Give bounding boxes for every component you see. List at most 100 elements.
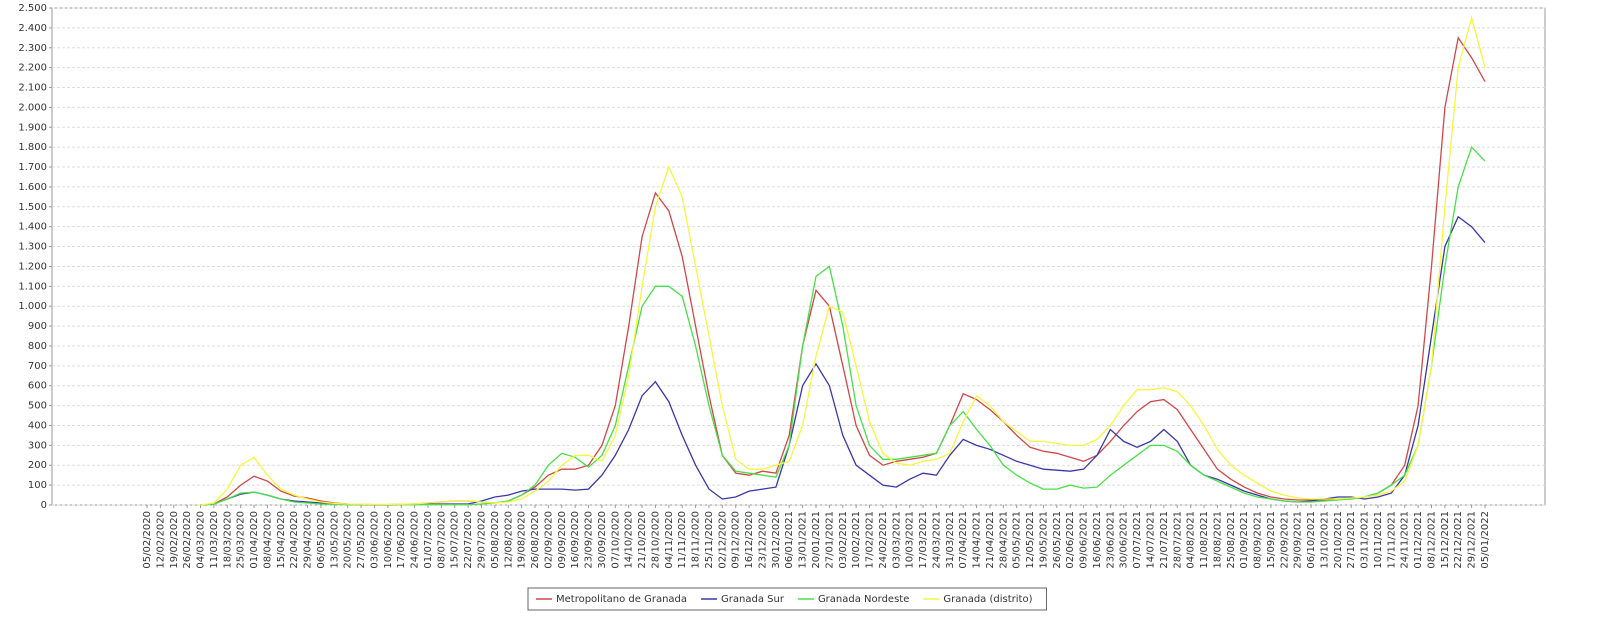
y-tick-label: 0 — [41, 500, 47, 511]
x-tick-label: 16/09/2020 — [570, 511, 581, 569]
x-tick-label: 30/12/2020 — [771, 511, 782, 569]
x-tick-label: 18/03/2020 — [222, 511, 233, 569]
x-tick-label: 01/07/2020 — [423, 511, 434, 569]
x-tick-label: 16/12/2020 — [744, 511, 755, 569]
x-tick-label: 26/02/2020 — [182, 511, 193, 569]
x-tick-label: 01/09/2021 — [1239, 511, 1250, 569]
x-tick-label: 06/05/2020 — [316, 511, 327, 569]
x-tick-label: 08/09/2021 — [1253, 511, 1264, 569]
x-tick-label: 14/10/2020 — [624, 511, 635, 569]
x-tick-label: 05/01/2022 — [1480, 511, 1491, 569]
x-tick-label: 28/07/2021 — [1172, 511, 1183, 569]
y-tick-label: 2.400 — [18, 23, 47, 34]
y-tick-label: 2.100 — [18, 83, 47, 94]
x-tick-label: 04/08/2021 — [1186, 511, 1197, 569]
y-tick-label: 2.300 — [18, 43, 47, 54]
x-tick-label: 10/03/2021 — [905, 511, 916, 569]
x-tick-label: 08/04/2020 — [262, 511, 273, 569]
x-tick-label: 24/03/2021 — [931, 511, 942, 569]
x-tick-label: 06/01/2021 — [784, 511, 795, 569]
y-tick-label: 200 — [28, 460, 47, 471]
x-tick-label: 10/11/2021 — [1373, 511, 1384, 569]
x-tick-label: 05/08/2020 — [490, 511, 501, 569]
x-tick-label: 30/09/2020 — [597, 511, 608, 569]
x-tick-label: 17/03/2021 — [918, 511, 929, 569]
x-tick-label: 25/03/2020 — [236, 511, 247, 569]
x-tick-label: 10/02/2021 — [851, 511, 862, 569]
x-tick-label: 07/07/2021 — [1132, 511, 1143, 569]
x-tick-label: 21/04/2021 — [985, 511, 996, 569]
x-tick-label: 24/11/2021 — [1400, 511, 1411, 569]
x-tick-label: 07/10/2020 — [610, 511, 621, 569]
x-tick-label: 04/11/2020 — [664, 511, 675, 569]
series-line — [200, 15, 1486, 506]
x-tick-label: 04/03/2020 — [196, 511, 207, 569]
x-tick-label: 18/08/2021 — [1212, 511, 1223, 569]
x-tick-label: 03/11/2021 — [1360, 511, 1371, 569]
x-tick-label: 29/12/2021 — [1467, 511, 1478, 569]
y-tick-label: 600 — [28, 381, 47, 392]
y-tick-label: 500 — [28, 401, 47, 412]
x-tick-label: 25/11/2020 — [704, 511, 715, 569]
y-tick-label: 2.200 — [18, 63, 47, 74]
y-tick-label: 1.400 — [18, 222, 47, 233]
x-tick-label: 30/06/2021 — [1119, 511, 1130, 569]
x-tick-label: 01/04/2020 — [249, 511, 260, 569]
x-tick-label: 20/05/2020 — [343, 511, 354, 569]
y-tick-label: 1.900 — [18, 122, 47, 133]
x-tick-label: 26/05/2021 — [1052, 511, 1063, 569]
x-tick-label: 17/02/2021 — [865, 511, 876, 569]
x-tick-label: 08/07/2020 — [436, 511, 447, 569]
x-tick-label: 18/11/2020 — [691, 511, 702, 569]
x-tick-label: 29/09/2021 — [1293, 511, 1304, 569]
x-tick-label: 09/12/2020 — [731, 511, 742, 569]
x-tick-label: 02/06/2021 — [1065, 511, 1076, 569]
x-tick-label: 23/12/2020 — [757, 511, 768, 569]
x-tick-label: 09/09/2020 — [557, 511, 568, 569]
x-tick-label: 23/06/2021 — [1105, 511, 1116, 569]
x-tick-label: 01/12/2021 — [1413, 511, 1424, 569]
x-tick-label: 07/04/2021 — [958, 511, 969, 569]
x-tick-label: 11/08/2021 — [1199, 511, 1210, 569]
x-tick-label: 20/10/2021 — [1333, 511, 1344, 569]
y-tick-label: 1.300 — [18, 242, 47, 253]
x-tick-label: 05/02/2020 — [142, 511, 153, 569]
y-tick-label: 1.200 — [18, 261, 47, 272]
x-tick-label: 06/10/2021 — [1306, 511, 1317, 569]
y-tick-label: 2.000 — [18, 102, 47, 113]
x-tick-label: 29/04/2020 — [303, 511, 314, 569]
x-tick-label: 19/08/2020 — [517, 511, 528, 569]
plot-area — [51, 7, 1546, 506]
x-tick-label: 27/05/2020 — [356, 511, 367, 569]
x-tick-label: 13/05/2020 — [329, 511, 340, 569]
x-tick-label: 31/03/2021 — [945, 511, 956, 569]
y-tick-label: 100 — [28, 480, 47, 491]
x-tick-label: 13/10/2021 — [1319, 511, 1330, 569]
x-tick-label: 19/05/2021 — [1038, 511, 1049, 569]
x-tick-label: 20/01/2021 — [811, 511, 822, 569]
x-tick-label: 05/05/2021 — [1012, 511, 1023, 569]
x-tick-label: 09/06/2021 — [1079, 511, 1090, 569]
y-tick-label: 700 — [28, 361, 47, 372]
y-tick-label: 400 — [28, 420, 47, 431]
x-tick-label: 15/07/2020 — [450, 511, 461, 569]
x-tick-label: 03/02/2021 — [838, 511, 849, 569]
x-tick-label: 24/02/2021 — [878, 511, 889, 569]
legend-label: Granada (distrito) — [943, 594, 1032, 605]
x-tick-label: 26/08/2020 — [530, 511, 541, 569]
x-tick-label: 12/02/2020 — [155, 511, 166, 569]
x-tick-label: 14/07/2021 — [1146, 511, 1157, 569]
legend-label: Metropolitano de Granada — [556, 594, 687, 605]
y-tick-label: 800 — [28, 341, 47, 352]
x-tick-label: 22/07/2020 — [463, 511, 474, 569]
x-tick-label: 27/01/2021 — [824, 511, 835, 569]
x-tick-label: 02/09/2020 — [543, 511, 554, 569]
x-tick-label: 08/12/2021 — [1426, 511, 1437, 569]
x-tick-label: 21/10/2020 — [637, 511, 648, 569]
x-tick-label: 22/04/2020 — [289, 511, 300, 569]
x-tick-label: 24/06/2020 — [410, 511, 421, 569]
x-tick-label: 10/06/2020 — [383, 511, 394, 569]
x-tick-label: 27/10/2021 — [1346, 511, 1357, 569]
y-tick-label: 1.100 — [18, 281, 47, 292]
x-tick-label: 02/12/2020 — [717, 511, 728, 569]
